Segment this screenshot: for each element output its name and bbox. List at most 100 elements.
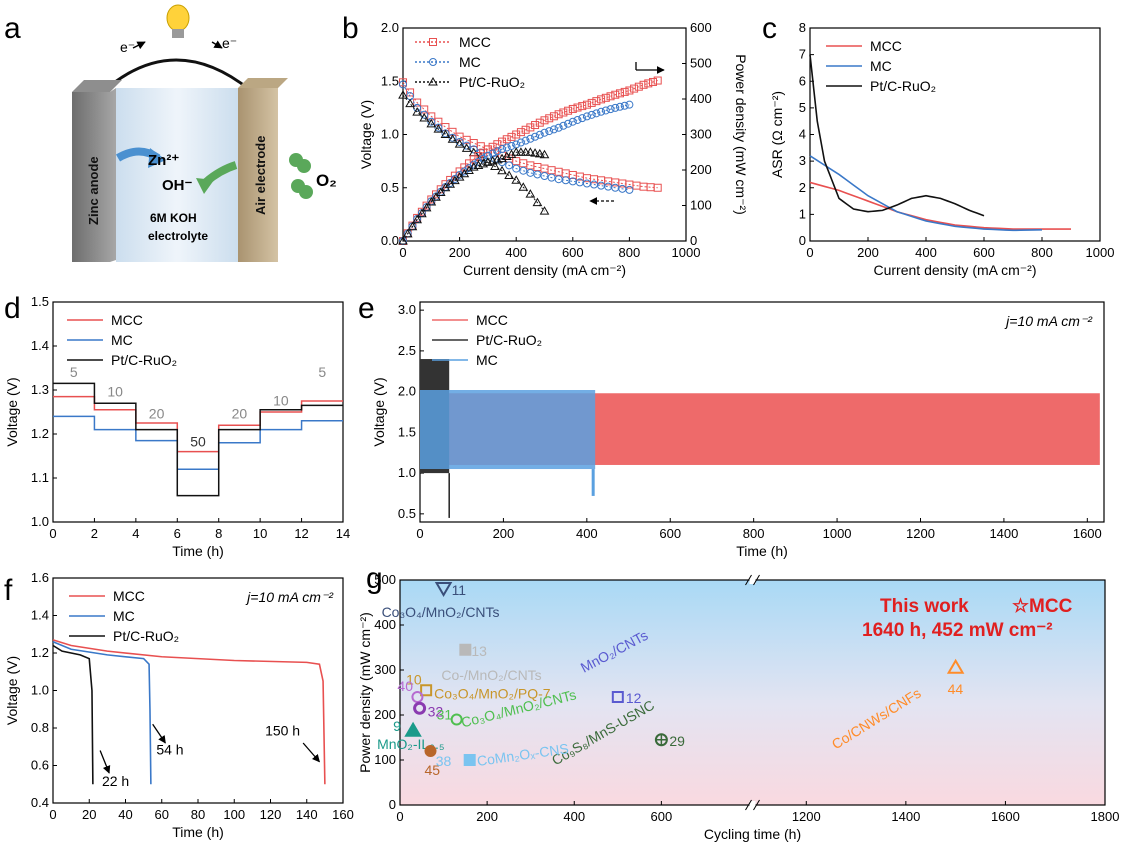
y-tick-label: 1 [799,206,806,221]
y-tick-label: 1.1 [31,470,49,485]
y-tick-label: 0.4 [31,795,49,810]
data-point [540,164,549,173]
data-point [615,102,624,111]
x-tick-label: 600 [651,809,673,824]
data-point [606,92,615,101]
data-point [564,119,573,128]
data-point [592,109,601,118]
legend-label: MC [870,58,892,74]
data-point [533,162,542,171]
series-line [53,382,343,497]
data-point [559,108,568,117]
x-tick-label: 140 [296,807,318,822]
material-name-label: Co-/MnO₂/CNTs [441,667,541,683]
data-point [521,136,530,145]
data-point [428,76,438,86]
data-point [498,137,507,146]
data-point [539,206,550,215]
axis-break-mark [753,799,760,811]
series-line [53,395,343,453]
zinc-anode-label: Zinc anode [86,156,101,225]
zn-ion-arrowhead [148,148,166,168]
x-tick-label: 6 [174,526,181,541]
plot-frame [399,579,1106,806]
x-axis-label: Cycling time (h) [704,826,801,842]
data-point [424,745,437,757]
x-tick-label: 400 [505,245,527,260]
y-tick-label: 3 [799,153,806,168]
y-tick-label: 5 [799,100,806,115]
reference-number-label: 12 [626,690,642,706]
data-point [606,105,615,114]
data-point [525,189,536,198]
legend-label: Pt/C-RuO₂ [111,352,177,368]
axis-break-mark [753,574,760,586]
x-tick-label: 120 [260,807,282,822]
y-tick-label: 1.5 [381,73,399,88]
x-axis-label: Time (h) [172,824,224,840]
plot-frame [402,27,687,242]
y-tick-label: 100 [374,752,396,767]
data-point [592,97,601,106]
data-point [611,103,620,112]
y-tick-label: 2 [799,180,806,195]
reference-number-label: 40 [397,678,413,694]
y-axis-label: Voltage (V) [4,656,20,725]
x-tick-label: 12 [294,526,308,541]
y-tick-label: 0 [389,797,396,812]
data-point [625,86,634,95]
data-point [431,192,441,201]
data-point [520,147,531,156]
data-point [611,691,624,703]
current-step-label: 20 [149,406,165,422]
data-point [516,128,525,137]
reference-number-label: 29 [669,733,685,749]
y-tick-label: 4 [799,127,806,142]
plot-frame [52,577,344,804]
data-point [411,691,424,703]
data-point [417,208,427,218]
panel-letter-e: e [358,292,375,325]
data-point [516,138,525,147]
series-line [809,155,1043,232]
reference-number-label: 38 [436,753,452,769]
legend-label: MC [476,352,498,368]
data-point [405,98,415,108]
material-name-label: Co₃O₄/MnO₂/CNTs [382,604,500,620]
data-point [597,107,606,116]
electron-right-arrow [211,40,223,49]
y-tick-label: 1.0 [398,465,416,480]
data-point [620,101,629,110]
y2-tick-label: 600 [690,20,712,35]
zinc-anode-top [72,80,122,92]
scatter-point-group: 13 Co-/MnO₂/CNTs [441,643,541,683]
x-tick-label: 400 [576,526,598,541]
reference-number-label: 32 [428,703,444,719]
data-point [525,147,536,156]
scatter-point-group: 40 [397,678,424,703]
chart-e: 0 200 400 600 800 1000 1200 1400 1600 0.5 1.0 1.5 2.… [371,301,1105,559]
data-point [521,125,530,134]
data-point [559,121,568,130]
data-point [648,77,657,86]
current-step-label: 50 [190,433,206,449]
x-tick-label: 800 [743,526,765,541]
air-electrode-top [238,78,288,88]
data-point [512,164,521,173]
legend-label: Pt/C-RuO₂ [870,78,936,94]
y-tick-label: 1.5 [398,424,416,439]
x-tick-label: 100 [223,807,245,822]
series-line [52,641,152,785]
series-line [402,104,630,242]
electron-left-arrow [132,41,146,50]
data-point [534,148,545,158]
series-line [809,181,1071,230]
x-tick-label: 800 [1031,245,1053,260]
y-tick-label: 0.6 [31,758,49,773]
x-tick-label: 40 [118,807,132,822]
reference-number-label: 9 [393,718,401,734]
x-tick-label: 0 [396,809,403,824]
reference-number-label: 31 [437,707,453,723]
chart-f: 0 20 40 60 80 100 120 140 160 0.4 0.6 0.8 1.0 1.2 1.4 1… [4,570,354,840]
data-point [545,114,554,123]
